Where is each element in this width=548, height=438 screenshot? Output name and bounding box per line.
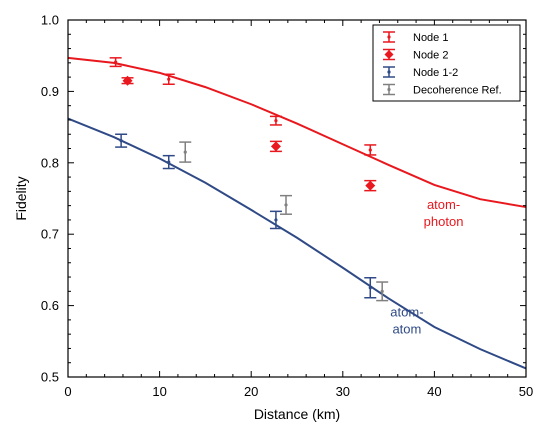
data-point [280, 194, 293, 215]
dot-marker [368, 148, 372, 152]
legend-dot-marker [387, 70, 391, 74]
fit-curve-1 [67, 117, 527, 370]
plot-frame [67, 19, 527, 378]
curve-annotation: atom-atom [390, 304, 423, 336]
fit-curves [67, 56, 527, 370]
legend-entry: Node 1 [383, 31, 448, 44]
x-tick-label: 30 [336, 384, 350, 399]
legend-label: Node 2 [413, 50, 448, 62]
data-point [269, 115, 282, 126]
y-tick-label: 1.0 [41, 13, 59, 28]
legend-diamond-marker [384, 50, 394, 59]
dot-marker [274, 218, 278, 222]
x-tick-label: 20 [244, 384, 258, 399]
x-tick-label: 50 [519, 384, 533, 399]
curve-annotation: atom-photon [424, 197, 464, 229]
dot-marker [274, 119, 278, 123]
diamond-marker [270, 141, 281, 152]
data-point [179, 141, 192, 163]
fit-curve-0 [67, 56, 527, 209]
legend-label: Decoherence Ref. [413, 85, 502, 97]
legend-label: Node 1 [413, 32, 448, 44]
x-tick-label: 0 [64, 384, 71, 399]
data-point [364, 277, 377, 299]
dot-marker [114, 60, 118, 64]
plot-border [67, 19, 527, 378]
y-tick-label: 0.9 [41, 84, 59, 99]
data-point [121, 75, 134, 86]
dot-marker [183, 150, 187, 154]
annotation-line: atom [392, 321, 421, 336]
data-point [364, 144, 377, 156]
legend-entry: Node 2 [383, 48, 448, 62]
y-axis-label: Fidelity [13, 176, 29, 220]
data-point [269, 210, 282, 230]
axis-ticks: 0 10 20 30 40 50 0.5 0.6 0.7 0.8 0.9 1.0 [41, 13, 533, 400]
data-point [162, 154, 175, 170]
data-point [376, 281, 389, 302]
x-tick-label: 40 [427, 384, 441, 399]
y-tick-label: 0.5 [41, 370, 59, 385]
legend-box [372, 24, 521, 102]
y-tick-label: 0.6 [41, 298, 59, 313]
y-tick-label: 0.8 [41, 155, 59, 170]
dot-marker [167, 160, 171, 164]
annotation-line: atom- [390, 304, 423, 319]
data-point [162, 73, 175, 86]
dot-marker [119, 139, 123, 143]
legend-label: Node 1-2 [413, 67, 458, 79]
dot-marker [380, 289, 384, 293]
diamond-marker [122, 75, 133, 86]
x-axis-label: Distance (km) [254, 406, 340, 422]
y-tick-label: 0.7 [41, 227, 59, 242]
x-tick-label: 10 [152, 384, 166, 399]
data-point [269, 140, 282, 153]
series-1 [121, 75, 377, 192]
data-points [109, 57, 389, 302]
diamond-marker [365, 180, 376, 191]
legend: Node 1 Node 2 Node 1-2 Decoherence Ref. [372, 24, 521, 102]
dot-marker [284, 203, 288, 207]
legend-dot-marker [387, 35, 391, 39]
legend-entry: Node 1-2 [383, 66, 458, 79]
annotation-line: photon [424, 214, 464, 229]
dot-marker [167, 77, 171, 81]
annotation-line: atom- [427, 197, 460, 212]
data-point [109, 57, 122, 68]
series-3 [179, 141, 389, 302]
dot-marker [368, 286, 372, 290]
data-point [364, 179, 377, 192]
series-2 [115, 133, 377, 299]
series-0 [109, 57, 377, 156]
data-point [115, 133, 128, 148]
legend-entry: Decoherence Ref. [383, 83, 502, 97]
legend-dot-marker [387, 87, 391, 92]
